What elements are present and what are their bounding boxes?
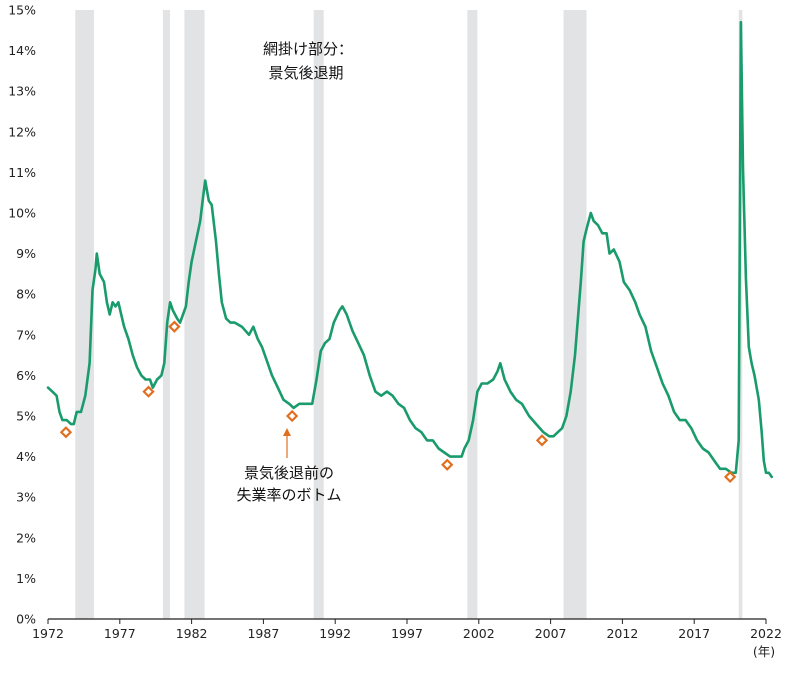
y-tick-label: 8% <box>16 287 36 302</box>
bottom-marker <box>142 385 155 398</box>
x-tick-label: 1992 <box>319 626 351 641</box>
x-tick-label: 2007 <box>535 626 567 641</box>
y-tick-label: 11% <box>8 165 36 180</box>
x-tick-label: 1972 <box>32 626 64 641</box>
y-tick-label: 9% <box>16 246 36 261</box>
x-tick-label: 1977 <box>104 626 136 641</box>
y-tick-label: 3% <box>16 490 36 505</box>
recession-band-4 <box>467 10 478 619</box>
x-unit-label: (年) <box>753 644 775 659</box>
y-tick-label: 0% <box>16 612 36 627</box>
bottom-note-arrow <box>283 428 291 458</box>
x-tick-label: 2012 <box>606 626 638 641</box>
shading-note-line1: 網掛け部分： <box>263 40 353 58</box>
series-line <box>46 20 773 479</box>
y-tick-label: 15% <box>8 3 36 18</box>
bottom-marker <box>723 470 737 484</box>
bottom-marker <box>59 426 73 439</box>
x-tick-label: 1987 <box>247 626 279 641</box>
y-tick-label: 14% <box>8 43 36 58</box>
y-tick-label: 5% <box>16 409 36 424</box>
y-tick-label: 13% <box>8 84 36 99</box>
x-tick-label: 1997 <box>391 626 423 641</box>
recession-band-0 <box>75 10 94 619</box>
bottom-marker <box>441 458 454 471</box>
marker-layer <box>59 320 737 484</box>
x-tick-label: 2022 <box>750 626 782 641</box>
recession-band-5 <box>563 10 587 619</box>
recession-band-3 <box>313 10 324 619</box>
y-tick-label: 12% <box>8 124 36 139</box>
shading-note-line2: 景気後退期 <box>268 64 343 82</box>
recession-band-2 <box>184 10 205 619</box>
bottom-marker <box>285 409 299 423</box>
bottom-marker <box>168 320 181 333</box>
bottom-marker <box>535 434 549 447</box>
bottom-note-line2: 失業率のボトム <box>236 486 341 504</box>
y-tick-label: 7% <box>16 327 36 342</box>
y-tick-labels: 0% 1% 2% 3% 4% 5% 6% 7% 8% 9% 10% 11% 12% 13% 14% 15% <box>8 3 36 627</box>
y-tick-label: 1% <box>16 571 36 586</box>
x-tick-label: 1982 <box>176 626 208 641</box>
y-tick-label: 6% <box>16 368 36 383</box>
y-tick-label: 10% <box>8 206 36 221</box>
y-tick-label: 4% <box>16 449 36 464</box>
y-tick-label: 2% <box>16 530 36 545</box>
bottom-note-line1: 景気後退前の <box>244 464 334 482</box>
arrow-head <box>283 428 291 436</box>
x-tick-label: 2002 <box>463 626 495 641</box>
x-tick-label: 2017 <box>678 626 710 641</box>
recession-band-1 <box>162 10 171 619</box>
x-tick-labels: 1972 1977 1982 1987 1992 1997 2002 2007 2012 2017… <box>32 619 782 641</box>
